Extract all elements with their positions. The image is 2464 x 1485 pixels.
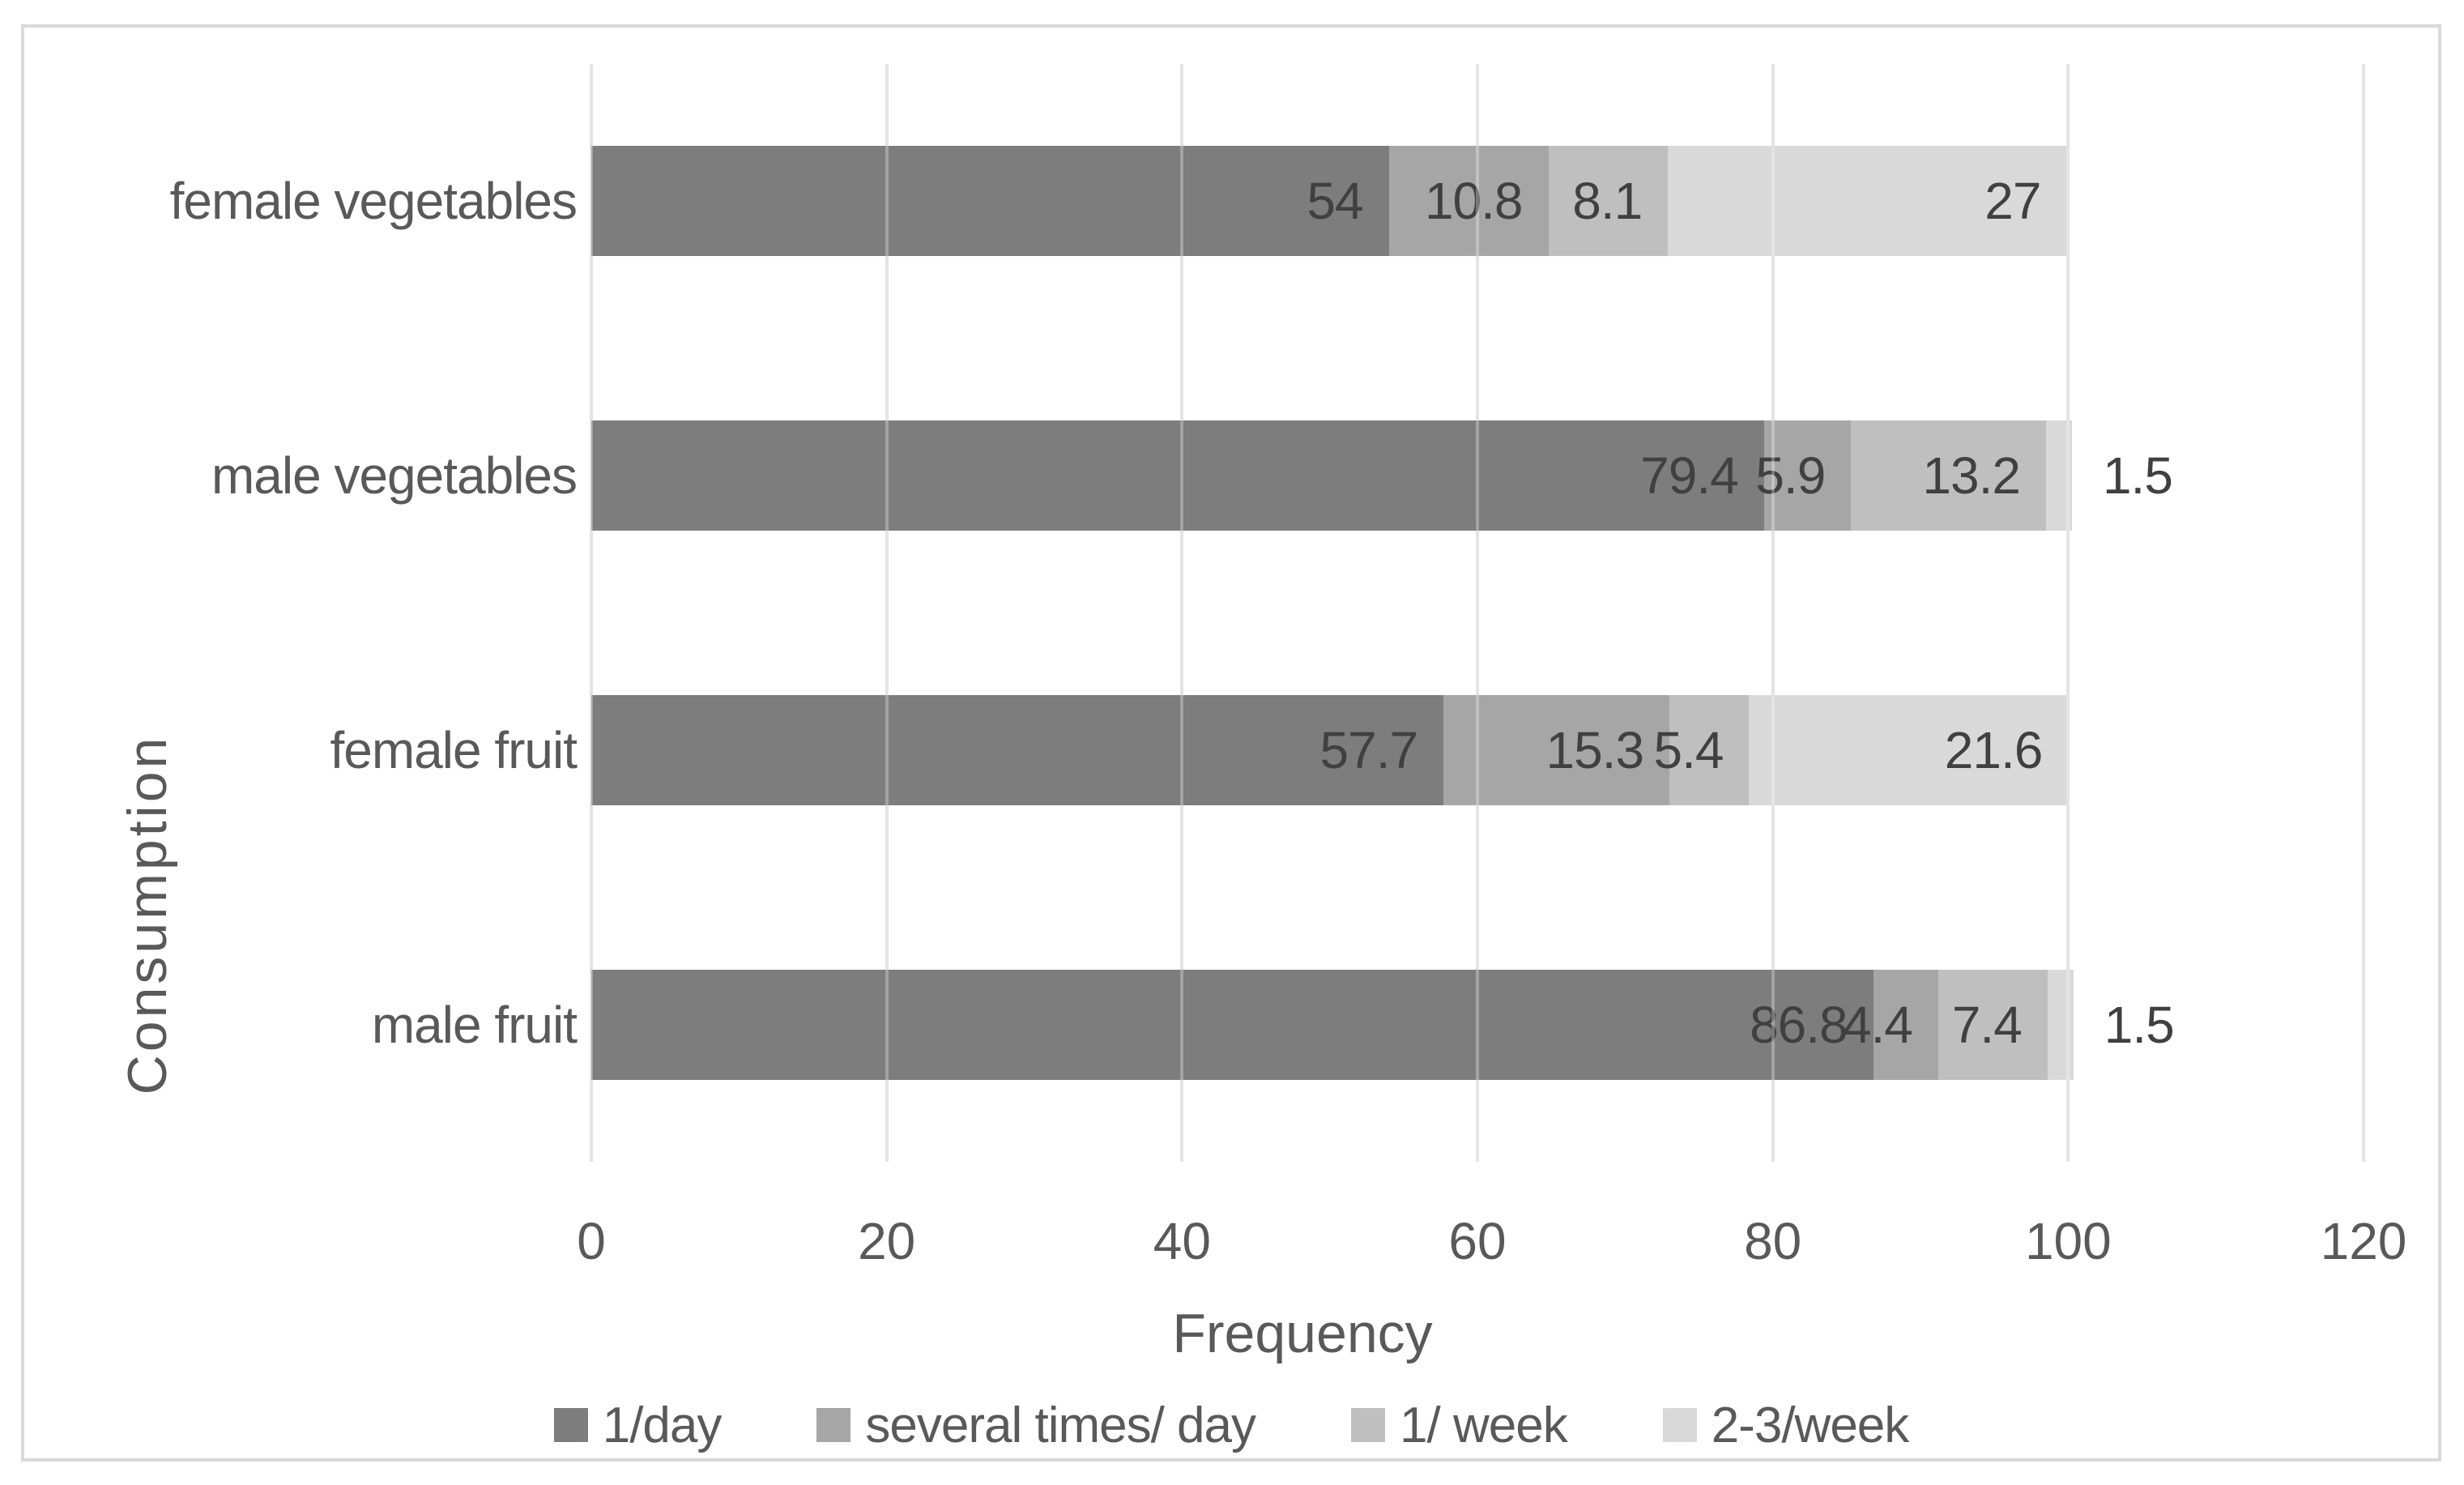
legend-swatch xyxy=(816,1408,851,1442)
gridline xyxy=(1476,64,1479,1162)
legend-label: 1/ week xyxy=(1400,1397,1568,1453)
bar-segment: 21.6 xyxy=(1749,694,2069,805)
gridline-overlay xyxy=(2362,64,2365,1162)
x-tick-label: 120 xyxy=(2320,1212,2407,1270)
bar-row: 79.4 5.9 13.2 1.5 xyxy=(591,339,2364,613)
bar-label-outside: 1.5 xyxy=(2104,995,2175,1054)
bar-segment: 86.8 xyxy=(591,969,1874,1080)
bar-segment: 57.7 xyxy=(591,694,1444,805)
y-axis-title: Consumption xyxy=(117,734,178,1095)
gridline-overlay xyxy=(1476,64,1479,1162)
bar-label: 10.8 xyxy=(1424,172,1524,231)
category-label: female vegetables xyxy=(169,172,578,231)
gridline-overlay xyxy=(590,64,593,1162)
bar-label: 21.6 xyxy=(1944,720,2044,779)
category-axis: female vegetables male vegetables female f… xyxy=(65,64,578,1162)
bar-segment: 1.5 xyxy=(2045,420,2173,531)
stacked-bar: 54 10.8 8.1 27 xyxy=(591,146,2364,257)
bar-segment: 5.9 xyxy=(1755,420,1852,531)
bar-label: 13.2 xyxy=(1922,446,2021,506)
bar-row: 86.8 4.4 7.4 1.5 xyxy=(591,887,2364,1162)
gridline xyxy=(1771,64,1775,1162)
x-tick-label: 80 xyxy=(1744,1212,1802,1270)
bar-label: 86.8 xyxy=(1750,995,1848,1054)
x-tick-label: 0 xyxy=(577,1212,606,1270)
legend-swatch xyxy=(1662,1408,1697,1442)
bar-label: 4.4 xyxy=(1842,995,1913,1054)
legend: 1/day several times/ day 1/ week 2-3/week xyxy=(45,1397,2417,1453)
bar-segment: 27 xyxy=(1668,146,2067,257)
gridline xyxy=(2362,64,2365,1162)
stacked-bar: 79.4 5.9 13.2 1.5 xyxy=(591,420,2364,531)
bar-segment: 79.4 xyxy=(591,420,1764,531)
category-label: male vegetables xyxy=(211,446,578,506)
x-tick-label: 20 xyxy=(858,1212,916,1270)
x-tick-label: 60 xyxy=(1448,1212,1507,1270)
bar-label: 54 xyxy=(1307,172,1363,231)
bar-label: 57.7 xyxy=(1319,720,1419,779)
legend-item: several times/ day xyxy=(816,1397,1256,1454)
bar-label: 7.4 xyxy=(1951,995,2023,1054)
gridline-overlay xyxy=(1180,64,1184,1162)
gridline xyxy=(2066,64,2070,1162)
bar-label-outside: 1.5 xyxy=(2102,446,2173,506)
legend-label: 1/day xyxy=(602,1397,723,1453)
gridline-overlay xyxy=(2066,64,2070,1162)
stacked-bar: 86.8 4.4 7.4 1.5 xyxy=(591,969,2364,1080)
category-label: female fruit xyxy=(330,720,578,779)
legend-item: 1/day xyxy=(553,1397,723,1454)
gridline xyxy=(885,64,889,1162)
legend-swatch xyxy=(1351,1408,1386,1442)
gridline xyxy=(1180,64,1184,1162)
bar-label: 8.1 xyxy=(1572,172,1643,231)
bar-row: 57.7 15.3 5.4 21.6 xyxy=(591,613,2364,888)
legend-label: several times/ day xyxy=(865,1397,1256,1453)
bar-segment: 10.8 xyxy=(1388,146,1549,257)
bar-segment: 13.2 xyxy=(1851,420,2046,531)
category-label: male fruit xyxy=(371,995,578,1054)
bar-label: 27 xyxy=(1984,172,2041,231)
gridline-overlay xyxy=(885,64,889,1162)
x-axis-title: Frequency xyxy=(1172,1303,1433,1364)
gridline xyxy=(590,64,593,1162)
bar-label: 79.4 xyxy=(1640,446,1739,506)
bar-label: 5.4 xyxy=(1653,720,1724,779)
bar-label: 5.9 xyxy=(1755,446,1826,506)
bar-segment: 8.1 xyxy=(1548,146,1669,257)
bar-segment: 4.4 xyxy=(1843,969,1938,1080)
bar-segment: 1.5 xyxy=(2047,969,2175,1080)
bar-row: 54 10.8 8.1 27 xyxy=(591,64,2364,339)
x-tick-label: 40 xyxy=(1153,1212,1211,1270)
bar-label: 15.3 xyxy=(1545,720,1644,779)
bar-segment: 7.4 xyxy=(1938,969,2048,1080)
chart-area: 54 10.8 8.1 27 79.4 5.9 13.2 1.5 57.7 15.3 5.4 21.6… xyxy=(21,24,2441,1462)
bar-segment: 5.4 xyxy=(1654,694,1750,805)
x-axis-ticks: 0 20 40 60 80 100 120 xyxy=(577,1212,2406,1270)
stacked-bar: 57.7 15.3 5.4 21.6 xyxy=(591,694,2364,805)
plot-area: 54 10.8 8.1 27 79.4 5.9 13.2 1.5 57.7 15.3 5.4 21.6… xyxy=(590,64,2365,1162)
legend-item: 2-3/week xyxy=(1662,1397,1910,1454)
bar-segment: 15.3 xyxy=(1443,694,1670,805)
bar-segment: 54 xyxy=(591,146,1389,257)
legend-label: 2-3/week xyxy=(1711,1397,1910,1453)
legend-swatch xyxy=(553,1408,588,1442)
legend-item: 1/ week xyxy=(1351,1397,1568,1454)
x-tick-label: 100 xyxy=(2024,1212,2112,1270)
gridline-overlay xyxy=(1771,64,1775,1162)
